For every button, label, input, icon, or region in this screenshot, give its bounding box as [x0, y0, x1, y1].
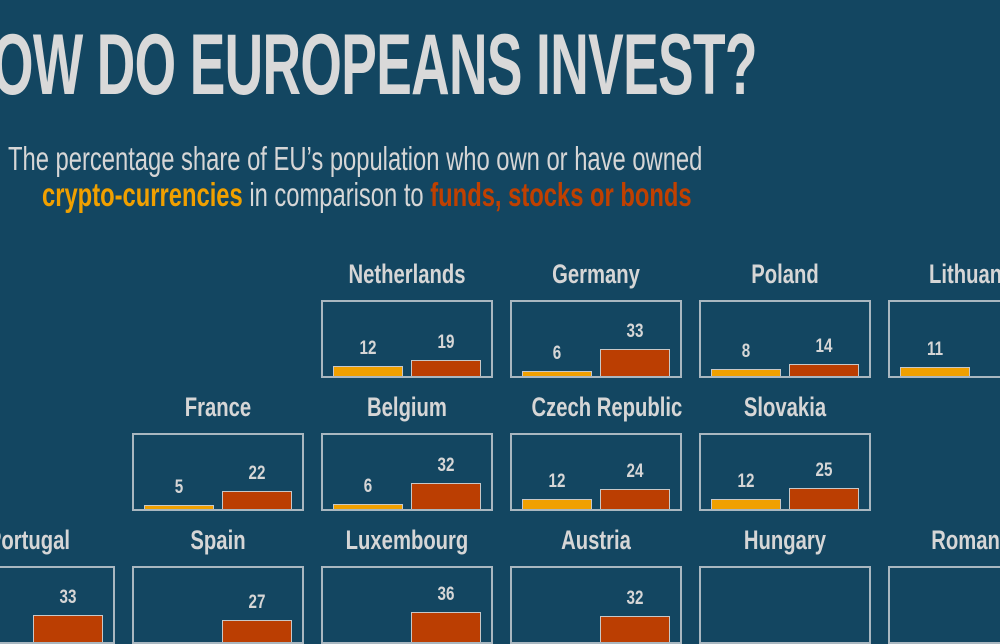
chart-box: 33	[0, 566, 115, 644]
crypto-value-label: 6	[340, 476, 396, 498]
country-name: Austria	[532, 523, 661, 557]
chart-box	[699, 566, 871, 644]
crypto-value-label: 12	[718, 471, 774, 493]
country-cell: Romania	[888, 523, 1000, 557]
funds-bar	[789, 364, 859, 376]
funds-value-label: 32	[607, 588, 663, 610]
legend-crypto: crypto-currencies	[42, 176, 243, 213]
country-name: Hungary	[721, 523, 850, 557]
crypto-bar	[333, 366, 403, 376]
country-name: Luxembourg	[343, 523, 472, 557]
funds-bar	[222, 620, 292, 642]
crypto-bar	[522, 499, 592, 509]
chart-box: 5 22	[132, 433, 304, 511]
funds-value-label: 33	[607, 321, 663, 343]
country-name: Romania	[910, 523, 1000, 557]
funds-bar	[33, 615, 103, 642]
country-name: Spain	[154, 523, 283, 557]
country-name: Netherlands	[343, 257, 472, 291]
country-name: France	[154, 390, 283, 424]
crypto-bar	[711, 369, 781, 376]
country-name: Portugal	[0, 523, 94, 557]
crypto-bar	[333, 504, 403, 509]
country-name: Czech Republic	[532, 390, 661, 424]
crypto-value-label: 12	[529, 471, 585, 493]
subtitle-line-2: crypto-currencies in comparison to funds…	[42, 176, 692, 214]
chart-box: 12 25	[699, 433, 871, 511]
funds-value-label: 27	[229, 592, 285, 614]
funds-value-label: 32	[418, 455, 474, 477]
funds-bar	[600, 489, 670, 509]
funds-value-label: 19	[418, 332, 474, 354]
funds-value-label: 24	[607, 461, 663, 483]
funds-bar	[411, 612, 481, 642]
country-cell: Hungary	[699, 523, 871, 557]
funds-bar	[411, 483, 481, 509]
crypto-bar	[144, 505, 214, 509]
funds-value-label: 14	[796, 336, 852, 358]
subtitle-line-1: The percentage share of EU’s population …	[8, 140, 702, 178]
funds-bar	[600, 349, 670, 376]
crypto-value-label: 6	[529, 343, 585, 365]
crypto-value-label: 8	[718, 341, 774, 363]
crypto-bar	[522, 371, 592, 376]
chart-box: 6 33	[510, 300, 682, 378]
country-name: Poland	[721, 257, 850, 291]
chart-box: 27	[132, 566, 304, 644]
crypto-value-label: 5	[151, 477, 207, 499]
chart-box: 12 19	[321, 300, 493, 378]
country-cell: Portugal33	[0, 523, 115, 557]
legend-funds: funds, stocks or bonds	[430, 176, 691, 213]
country-name: Slovakia	[721, 390, 850, 424]
funds-value-label: 25	[796, 460, 852, 482]
crypto-value-label: 11	[907, 339, 963, 361]
country-cell: Lithuania11	[888, 257, 1000, 291]
funds-value-label: 36	[418, 584, 474, 606]
chart-box: 11	[888, 300, 1000, 378]
funds-value-label: 22	[229, 463, 285, 485]
funds-bar	[789, 488, 859, 509]
chart-box	[888, 566, 1000, 644]
subtitle-mid: in comparison to	[243, 176, 431, 213]
funds-bar	[411, 360, 481, 376]
page-title: OW DO EUROPEANS INVEST?	[0, 22, 757, 108]
chart-box: 36	[321, 566, 493, 644]
crypto-value-label: 12	[340, 338, 396, 360]
country-name: Belgium	[343, 390, 472, 424]
chart-box: 32	[510, 566, 682, 644]
funds-bar	[600, 616, 670, 642]
crypto-bar	[711, 499, 781, 509]
funds-bar	[222, 491, 292, 509]
chart-box: 8 14	[699, 300, 871, 378]
crypto-bar	[900, 367, 970, 376]
chart-box: 12 24	[510, 433, 682, 511]
chart-box: 6 32	[321, 433, 493, 511]
country-name: Lithuania	[910, 257, 1000, 291]
funds-value-label: 33	[40, 587, 96, 609]
country-name: Germany	[532, 257, 661, 291]
